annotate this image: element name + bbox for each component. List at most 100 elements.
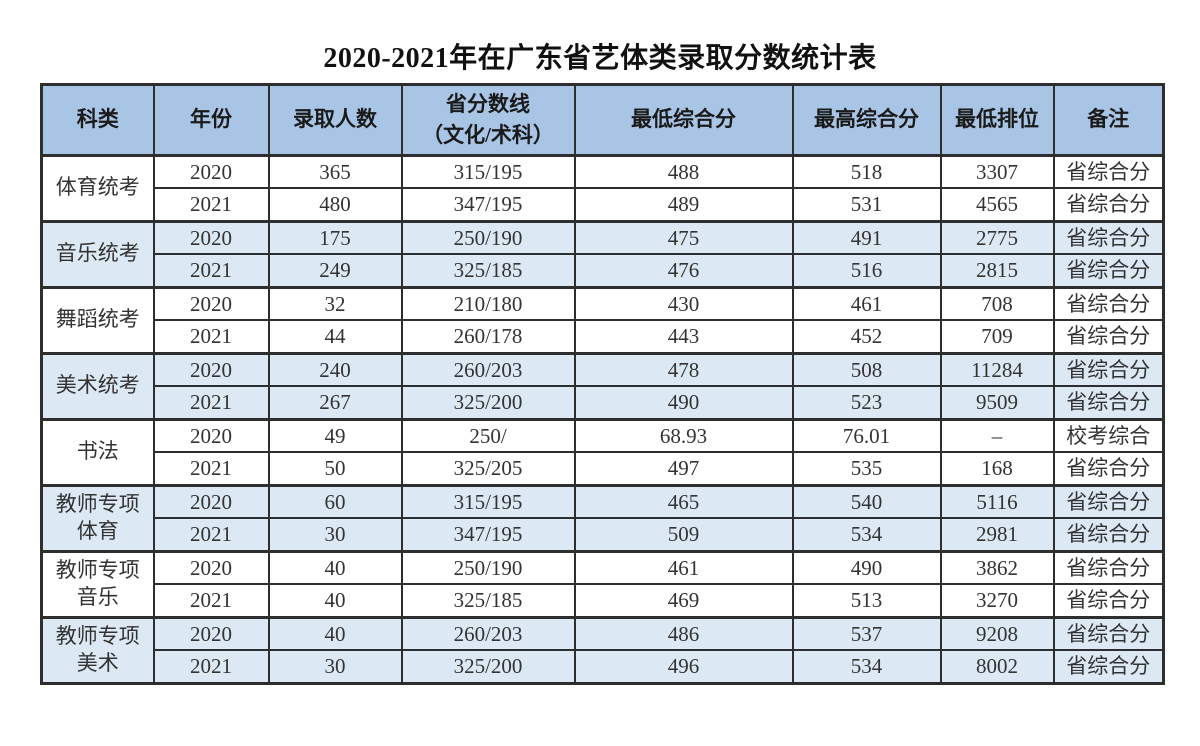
table-row: 教师专项体育 2020 60 315/195 465 540 5116 省综合分: [40, 483, 1165, 553]
max-composite-cell: 491: [791, 219, 942, 256]
remarks-cell: 省综合分: [1052, 549, 1165, 586]
min-composite-cell: 496: [573, 649, 794, 685]
table-row: 2021 30 347/195 509 534 2981 省综合分: [42, 517, 1165, 553]
category-cell: 舞蹈统考: [40, 285, 155, 355]
max-composite-cell: 516: [791, 253, 942, 289]
header-year: 年份: [152, 83, 270, 157]
max-composite-cell: 534: [791, 649, 942, 685]
year-cell: 2020: [152, 615, 270, 652]
category-cell: 教师专项体育: [40, 483, 155, 553]
year-cell: 2020: [152, 417, 270, 454]
score-line-cell: 325/200: [400, 385, 576, 421]
min-rank-cell: 2981: [939, 517, 1055, 553]
table-row: 教师专项音乐 2020 40 250/190 461 490 3862 省综合分: [40, 549, 1165, 619]
header-row: 科类 年份 录取人数 省分数线 （文化/术科） 最低综合分 最高综合分 最低排位…: [40, 83, 1165, 157]
admitted-count-cell: 365: [267, 153, 403, 190]
table-row: 2021 44 260/178 443 452 709 省综合分: [42, 319, 1165, 355]
min-rank-cell: 2815: [939, 253, 1055, 289]
min-rank-cell: 11284: [939, 351, 1055, 388]
remarks-cell: 省综合分: [1052, 319, 1165, 355]
header-max-composite-score: 最高综合分: [791, 83, 942, 157]
year-cell: 2020: [152, 483, 270, 520]
header-min-rank: 最低排位: [939, 83, 1055, 157]
remarks-cell: 省综合分: [1052, 187, 1165, 223]
min-composite-cell: 461: [573, 549, 794, 586]
admitted-count-cell: 267: [267, 385, 403, 421]
min-rank-cell: 708: [939, 285, 1055, 322]
min-composite-cell: 497: [573, 451, 794, 487]
remarks-cell: 省综合分: [1052, 451, 1165, 487]
min-composite-cell: 465: [573, 483, 794, 520]
admitted-count-cell: 50: [267, 451, 403, 487]
remarks-cell: 省综合分: [1052, 153, 1165, 190]
category-cell: 教师专项美术: [40, 615, 155, 685]
year-cell: 2020: [152, 351, 270, 388]
max-composite-cell: 535: [791, 451, 942, 487]
min-rank-cell: 709: [939, 319, 1055, 355]
min-rank-cell: 3270: [939, 583, 1055, 619]
table-row: 音乐统考 2020 175 250/190 475 491 2775 省综合分: [40, 219, 1165, 289]
score-line-cell: 250/: [400, 417, 576, 454]
year-cell: 2020: [152, 219, 270, 256]
min-composite-cell: 490: [573, 385, 794, 421]
score-line-cell: 260/203: [400, 615, 576, 652]
max-composite-cell: 508: [791, 351, 942, 388]
table-body: 体育统考 2020 365 315/195 488 518 3307 省综合分 2021 480 3…: [40, 153, 1165, 685]
score-line-cell: 325/185: [400, 583, 576, 619]
category-cell: 体育统考: [40, 153, 155, 223]
page-title: 2020-2021年在广东省艺体类录取分数统计表: [323, 43, 877, 74]
table-row: 书法 2020 49 250/68.93 76.01– 校考综合: [40, 417, 1165, 487]
score-line-cell: 250/190: [400, 549, 576, 586]
year-cell: 2021: [152, 187, 270, 223]
table-row: 舞蹈统考 2020 32 210/180 430 461 708 省综合分: [40, 285, 1165, 355]
score-line-cell: 260/203: [400, 351, 576, 388]
admitted-count-cell: 60: [267, 483, 403, 520]
year-cell: 2021: [152, 319, 270, 355]
score-line-cell: 325/205: [400, 451, 576, 487]
year-cell: 2021: [152, 649, 270, 685]
table-row: 2021 40 325/185 469 513 3270 省综合分: [42, 583, 1165, 619]
score-line-cell: 325/200: [400, 649, 576, 685]
max-composite-cell: 540: [791, 483, 942, 520]
max-composite-cell: 461: [791, 285, 942, 322]
score-line-cell: 260/178: [400, 319, 576, 355]
min-rank-cell: –: [939, 417, 1055, 454]
year-cell: 2021: [152, 517, 270, 553]
min-rank-cell: 3307: [939, 153, 1055, 190]
min-composite-cell: 443: [573, 319, 794, 355]
header-province-score-line: 省分数线 （文化/术科）: [400, 83, 576, 157]
table-row: 2021 480 347/195 489 531 4565 省综合分: [42, 187, 1165, 223]
score-line-cell: 347/195: [400, 517, 576, 553]
admitted-count-cell: 240: [267, 351, 403, 388]
min-composite-cell: 68.93: [573, 417, 794, 454]
min-rank-cell: 9509: [939, 385, 1055, 421]
remarks-cell: 省综合分: [1052, 583, 1165, 619]
year-cell: 2021: [152, 451, 270, 487]
table-row: 2021 30 325/200 496 534 8002 省综合分: [42, 649, 1165, 685]
admitted-count-cell: 40: [267, 549, 403, 586]
category-cell: 音乐统考: [40, 219, 155, 289]
admitted-count-cell: 40: [267, 583, 403, 619]
category-cell: 书法: [40, 417, 155, 487]
min-composite-cell: 509: [573, 517, 794, 553]
min-rank-cell: 2775: [939, 219, 1055, 256]
score-line-cell: 347/195: [400, 187, 576, 223]
min-rank-cell: 4565: [939, 187, 1055, 223]
table-row: 2021 267 325/200 490 523 9509 省综合分: [42, 385, 1165, 421]
min-composite-cell: 476: [573, 253, 794, 289]
remarks-cell: 省综合分: [1052, 351, 1165, 388]
max-composite-cell: 513: [791, 583, 942, 619]
remarks-cell: 省综合分: [1052, 615, 1165, 652]
admitted-count-cell: 49: [267, 417, 403, 454]
score-line-cell: 250/190: [400, 219, 576, 256]
max-composite-cell: 523: [791, 385, 942, 421]
max-composite-cell: 518: [791, 153, 942, 190]
max-composite-cell: 452: [791, 319, 942, 355]
admitted-count-cell: 30: [267, 517, 403, 553]
score-line-cell: 210/180: [400, 285, 576, 322]
table-row: 2021 249 325/185 476 516 2815 省综合分: [42, 253, 1165, 289]
category-cell: 美术统考: [40, 351, 155, 421]
max-composite-cell: 490: [791, 549, 942, 586]
remarks-cell: 校考综合: [1052, 417, 1165, 454]
